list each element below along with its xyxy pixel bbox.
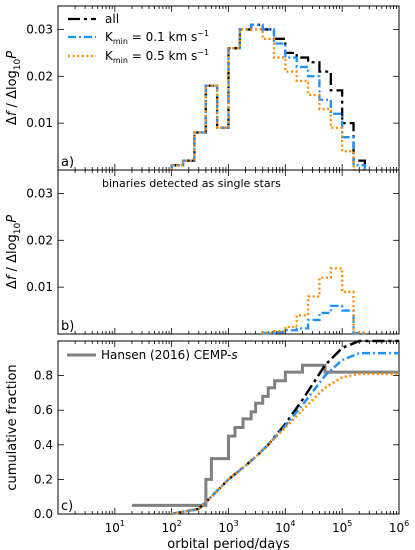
y-tick-label: 0.8	[34, 369, 53, 383]
x-tick-label: 105	[332, 519, 352, 535]
x-tick-label: 106	[389, 519, 409, 535]
y-tick-label: 0.01	[26, 280, 53, 294]
panel-c-frame	[57, 340, 400, 515]
panel-label: b)	[61, 319, 74, 334]
y-tick-label: 0.02	[26, 69, 53, 83]
y-tick-label: 0.2	[34, 472, 53, 486]
series-line-k05	[261, 267, 367, 334]
x-axis-label: orbital period/days	[167, 537, 290, 550]
y-tick-label: 0.02	[26, 233, 53, 247]
legend-label-k01: Kmin = 0.1 km s−1	[105, 29, 209, 46]
legend-label-hansen: Hansen (2016) CEMP-s	[101, 348, 238, 362]
legend-label-all: all	[105, 12, 119, 26]
panel-title: binaries detected as single stars	[102, 177, 281, 190]
x-tick-label: 103	[218, 519, 238, 535]
x-tick-label: 102	[161, 519, 181, 535]
legend-label-k05: Kmin = 0.5 km s−1	[105, 48, 209, 65]
series-line-hansen	[131, 363, 399, 507]
y-axis-label: Δf / Δlog10P	[5, 215, 23, 289]
panel-b-frame	[57, 169, 400, 335]
x-tick-label: 104	[275, 519, 295, 535]
y-tick-label: 0.4	[34, 438, 53, 452]
series-line-k01	[261, 304, 367, 335]
y-tick-label: 0.03	[26, 186, 53, 200]
y-axis-label: cumulative fraction	[5, 364, 20, 490]
series-line-all	[170, 23, 367, 170]
y-axis-label: Δf / Δlog10P	[5, 51, 23, 125]
series-line-k01	[170, 23, 367, 170]
x-tick-label: 101	[105, 519, 125, 535]
y-tick-label: 0.01	[26, 116, 53, 130]
y-tick-label: 0.0	[34, 507, 53, 521]
y-tick-label: 0.6	[34, 403, 53, 417]
y-tick-label: 0.03	[26, 22, 53, 36]
series-line-k05	[170, 28, 365, 172]
panel-label: c)	[61, 499, 73, 514]
series-line-k05	[171, 372, 399, 516]
panel-label: a)	[61, 155, 74, 170]
